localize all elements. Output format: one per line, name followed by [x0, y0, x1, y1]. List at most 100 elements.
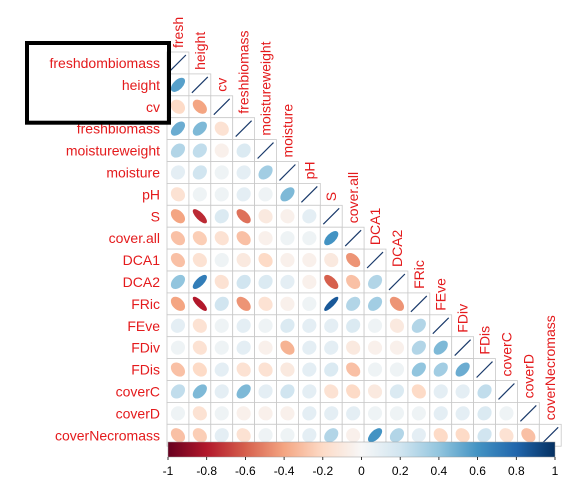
col-label-2: cv	[214, 78, 230, 92]
colorbar	[167, 441, 556, 458]
row-label-9: DCA1	[123, 252, 161, 268]
ellipse-4-0	[170, 143, 186, 158]
col-label-11: FRic	[411, 260, 427, 289]
ellipse-16-7	[324, 406, 339, 421]
row-label-12: FEve	[127, 318, 160, 334]
row-label-2: cv	[146, 99, 160, 115]
ellipse-7-4	[258, 209, 273, 224]
ellipse-9-8	[346, 252, 361, 268]
ellipse-11-2	[214, 296, 229, 311]
ellipse-11-10	[389, 296, 405, 311]
colorbar-tick-label-7: 0.4	[431, 464, 448, 478]
col-label-8: cover.all	[345, 172, 361, 223]
diag-16	[519, 404, 537, 422]
ellipse-12-7	[324, 318, 339, 333]
ellipse-6-0	[170, 187, 186, 202]
ellipse-13-11	[411, 340, 426, 355]
ellipse-15-13	[455, 384, 470, 399]
ellipse-15-8	[346, 384, 361, 399]
ellipse-10-6	[302, 274, 317, 290]
ellipse-3-0	[170, 121, 186, 136]
ellipse-10-2	[214, 274, 229, 290]
col-label-7: S	[323, 192, 339, 201]
ellipse-13-9	[367, 340, 383, 355]
diag-17	[541, 426, 559, 444]
ellipse-16-11	[411, 406, 426, 421]
ellipse-13-7	[324, 340, 339, 355]
ellipse-11-0	[170, 296, 186, 311]
ellipse-13-6	[302, 340, 317, 355]
ellipse-15-7	[324, 384, 339, 399]
ellipse-16-4	[258, 406, 273, 421]
ellipse-16-6	[302, 406, 317, 421]
ellipse-16-15	[499, 406, 514, 421]
diag-9	[366, 251, 384, 269]
ellipse-6-2	[214, 187, 229, 202]
ellipse-13-10	[389, 340, 405, 355]
ellipse-17-9	[367, 428, 383, 443]
diag-0	[169, 54, 187, 72]
diag-1	[191, 76, 209, 94]
ellipse-14-5	[280, 362, 295, 377]
ellipse-15-9	[367, 384, 383, 399]
ellipse-1-0	[170, 77, 186, 92]
ellipse-8-6	[302, 231, 317, 246]
ellipse-14-8	[346, 362, 361, 377]
diag-10	[388, 273, 406, 291]
ellipse-16-10	[389, 406, 405, 421]
ellipse-4-3	[236, 143, 251, 158]
ellipse-9-6	[302, 252, 317, 268]
row-label-6: pH	[142, 186, 160, 202]
ellipse-13-4	[258, 340, 273, 355]
diag-5	[279, 164, 296, 181]
diag-2	[213, 98, 231, 116]
col-label-13: FDiv	[455, 304, 471, 333]
ellipse-17-14	[477, 428, 492, 443]
col-label-6: pH	[301, 161, 317, 179]
ellipse-17-15	[499, 428, 514, 443]
ellipse-15-2	[214, 384, 229, 399]
colorbar-tick-label-0: -1	[163, 464, 174, 478]
ellipse-11-9	[367, 296, 383, 311]
ellipse-7-5	[280, 209, 295, 224]
ellipse-14-7	[324, 362, 339, 377]
row-label-17: coverNecromass	[55, 427, 160, 443]
ellipse-6-5	[280, 187, 295, 202]
ellipse-17-3	[236, 428, 251, 443]
row-label-5: moisture	[106, 164, 160, 180]
colorbar-tick-label-9: 0.8	[508, 464, 525, 478]
ellipse-7-1	[192, 209, 207, 224]
colorbar-tick-label-6: 0.2	[392, 464, 409, 478]
ellipse-16-8	[346, 406, 361, 421]
row-label-16: coverD	[116, 405, 160, 421]
ellipse-15-5	[280, 384, 295, 399]
diag-4	[257, 142, 274, 159]
col-label-5: moisture	[279, 104, 295, 158]
ellipse-16-12	[433, 406, 448, 421]
ellipse-16-14	[477, 406, 492, 421]
ellipse-11-6	[302, 296, 317, 311]
ellipse-13-8	[346, 340, 361, 355]
ellipse-14-11	[411, 362, 426, 377]
diag-12	[432, 317, 450, 335]
ellipse-17-12	[433, 428, 448, 443]
highlight-box	[25, 41, 171, 125]
ellipse-5-0	[170, 165, 186, 180]
ellipse-17-8	[346, 428, 361, 443]
colorbar-tick-label-5: 0	[358, 464, 365, 478]
row-label-14: FDis	[131, 362, 160, 378]
ellipse-17-0	[170, 428, 186, 443]
diag-8	[344, 229, 362, 247]
ellipse-17-1	[192, 428, 207, 443]
diag-7	[322, 207, 340, 225]
ellipse-11-3	[236, 296, 251, 311]
ellipse-15-4	[258, 384, 273, 399]
row-label-4: moistureweight	[66, 143, 160, 159]
ellipse-16-13	[455, 406, 470, 421]
ellipse-17-11	[411, 428, 426, 443]
diag-3	[235, 120, 253, 138]
ellipse-11-8	[346, 296, 361, 311]
row-label-15: coverC	[116, 383, 160, 399]
ellipse-17-10	[389, 428, 405, 443]
